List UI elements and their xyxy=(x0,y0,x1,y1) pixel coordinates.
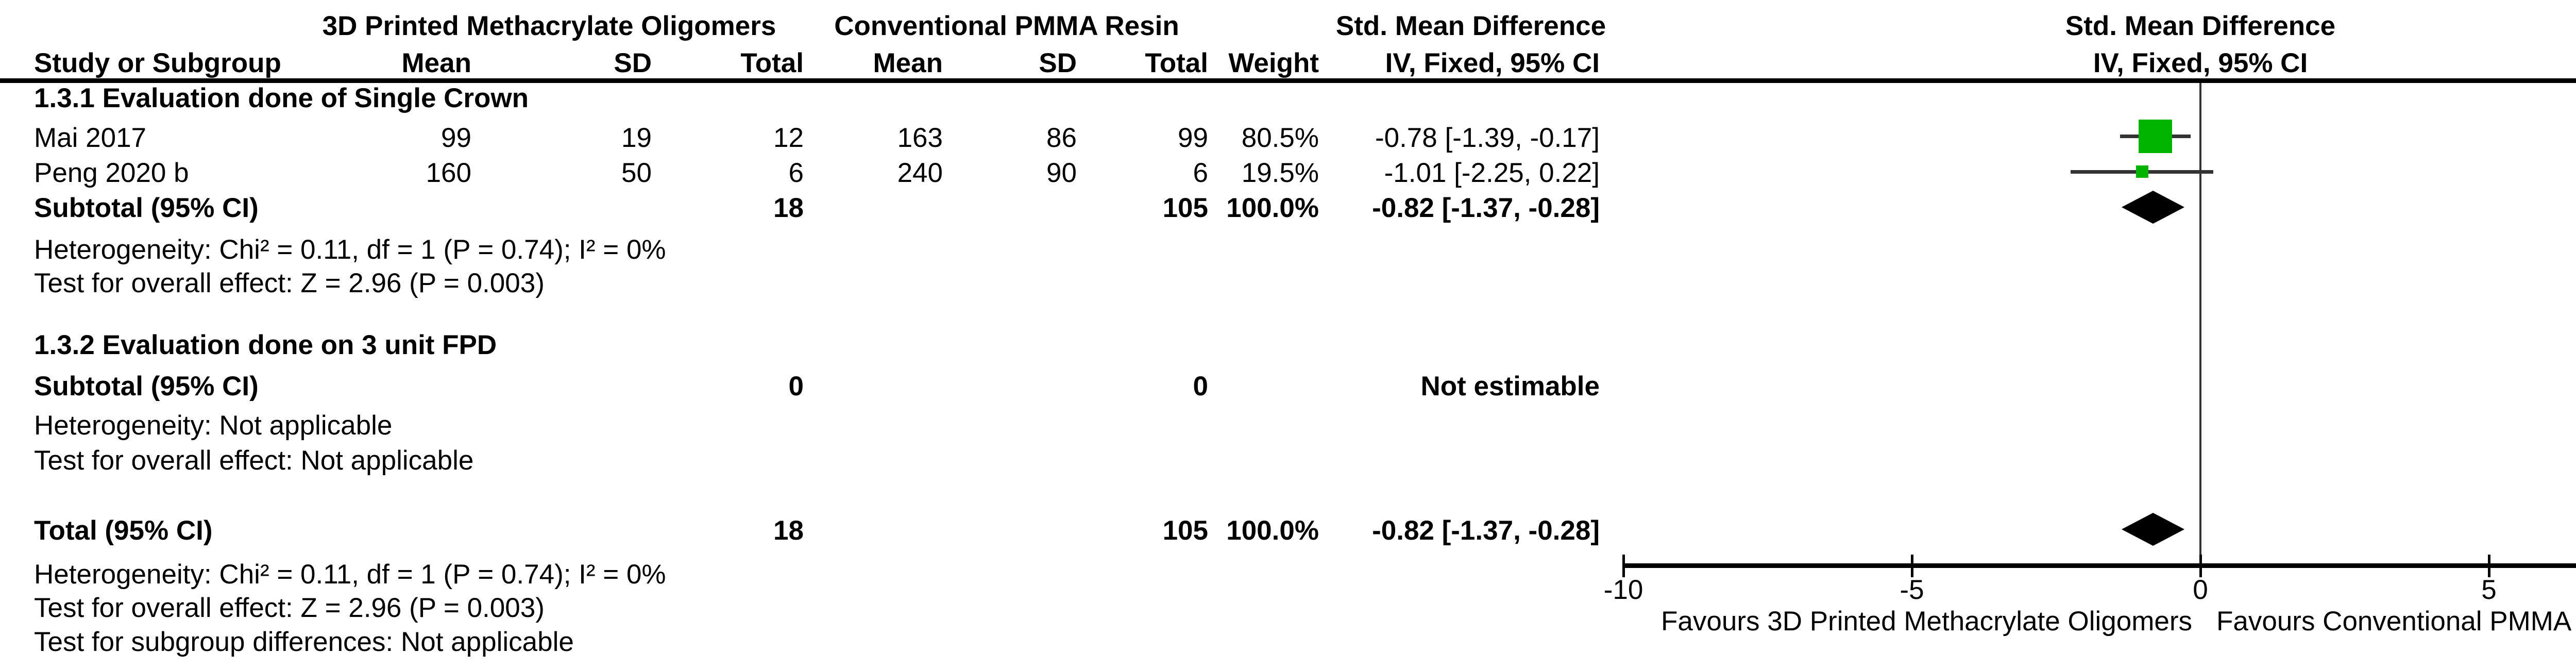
note-text: Test for subgroup differences: Not appli… xyxy=(34,627,574,657)
subtotal-row-132: Subtotal (95% CI) 0 0 Not estimable xyxy=(0,368,2576,405)
x-axis-tick xyxy=(2199,555,2202,577)
sd1-value: 50 xyxy=(621,158,652,188)
heterogeneity-note-total: Heterogeneity: Chi² = 0.11, df = 1 (P = … xyxy=(0,556,2576,593)
subtotal-row-131: Subtotal (95% CI) 18 105 100.0% -0.82 [-… xyxy=(0,190,2576,227)
favours-right-caption: Favours Conventional PMMA Resin xyxy=(2216,606,2576,637)
col-sd-2: SD xyxy=(1039,48,1077,78)
group1-header: 3D Printed Methacrylate Oligomers xyxy=(322,11,776,41)
plot-header-line2: IV, Fixed, 95% CI xyxy=(2093,48,2308,78)
total1-value: 0 xyxy=(788,371,804,402)
mean2-value: 240 xyxy=(897,158,943,188)
note-text: Test for overall effect: Z = 2.96 (P = 0… xyxy=(34,268,545,298)
weight-value: 19.5% xyxy=(1241,158,1319,188)
sd1-value: 19 xyxy=(621,123,652,153)
total2-value: 0 xyxy=(1193,371,1208,402)
summary-diamond xyxy=(2121,513,2184,546)
note-text: Heterogeneity: Chi² = 0.11, df = 1 (P = … xyxy=(34,559,666,590)
effect-header-line1: Std. Mean Difference xyxy=(1335,11,1606,41)
weight-value: 100.0% xyxy=(1226,193,1319,223)
total-label: Total (95% CI) xyxy=(34,515,213,546)
x-axis-tick-label: 0 xyxy=(2193,575,2208,605)
total2-value: 105 xyxy=(1162,193,1208,223)
col-mean-2: Mean xyxy=(873,48,943,78)
col-weight: Weight xyxy=(1228,48,1319,78)
weight-value: 80.5% xyxy=(1241,123,1319,153)
x-axis-tick xyxy=(1911,555,1913,577)
ci-value: Not estimable xyxy=(1420,371,1600,402)
x-axis-tick-label: 5 xyxy=(2481,575,2497,605)
col-total-1: Total xyxy=(740,48,804,78)
ci-value: -0.78 [-1.39, -0.17] xyxy=(1375,123,1600,153)
total-row: Total (95% CI) 18 105 100.0% -0.82 [-1.3… xyxy=(0,512,2576,549)
col-mean-1: Mean xyxy=(401,48,471,78)
sd2-value: 86 xyxy=(1046,123,1077,153)
mean1-value: 99 xyxy=(441,123,471,153)
study-marker-square xyxy=(2136,165,2148,178)
heterogeneity-note-132: Heterogeneity: Not applicable xyxy=(0,407,2576,444)
x-axis-line xyxy=(1622,563,2576,568)
heterogeneity-note-131: Heterogeneity: Chi² = 0.11, df = 1 (P = … xyxy=(0,231,2576,269)
col-total-2: Total xyxy=(1145,48,1208,78)
x-axis-tick xyxy=(2488,555,2490,577)
ci-value: -0.82 [-1.37, -0.28] xyxy=(1372,193,1600,223)
x-axis-tick xyxy=(1622,555,1625,577)
ci-value: -0.82 [-1.37, -0.28] xyxy=(1372,515,1600,546)
study-label: Mai 2017 xyxy=(34,123,147,153)
study-label: Peng 2020 b xyxy=(34,158,189,188)
col-study-or-subgroup: Study or Subgroup xyxy=(34,48,281,78)
overall-effect-note-131: Test for overall effect: Z = 2.96 (P = 0… xyxy=(0,265,2576,302)
subgroup-title-label: 1.3.2 Evaluation done on 3 unit FPD xyxy=(34,330,497,360)
subgroup-title-label: 1.3.1 Evaluation done of Single Crown xyxy=(34,83,529,113)
favours-left-caption: Favours 3D Printed Methacrylate Oligomer… xyxy=(1661,606,2192,637)
ci-value: -1.01 [-2.25, 0.22] xyxy=(1384,158,1600,188)
col-sd-1: SD xyxy=(614,48,652,78)
total1-value: 18 xyxy=(773,193,804,223)
total2-value: 6 xyxy=(1193,158,1208,188)
weight-value: 100.0% xyxy=(1226,515,1319,546)
note-text: Test for overall effect: Z = 2.96 (P = 0… xyxy=(34,593,545,623)
x-axis-tick-label: -5 xyxy=(1900,575,1924,605)
study-marker-square xyxy=(2139,119,2173,153)
total1-value: 6 xyxy=(788,158,804,188)
total1-value: 18 xyxy=(773,515,804,546)
sd2-value: 90 xyxy=(1046,158,1077,188)
group2-header: Conventional PMMA Resin xyxy=(834,11,1179,41)
col-ci: IV, Fixed, 95% CI xyxy=(1385,48,1600,78)
header-separator-rule xyxy=(0,78,2576,83)
column-header-row: Study or Subgroup Mean SD Total Mean SD … xyxy=(0,45,2576,82)
zero-effect-line xyxy=(2199,83,2201,564)
plot-header-line1: Std. Mean Difference xyxy=(2065,11,2336,41)
overall-effect-note-132: Test for overall effect: Not applicable xyxy=(0,442,2576,479)
overall-effect-note-total: Test for overall effect: Z = 2.96 (P = 0… xyxy=(0,590,2576,627)
x-axis-tick-label: -10 xyxy=(1603,575,1643,605)
total2-value: 105 xyxy=(1162,515,1208,546)
subtotal-label: Subtotal (95% CI) xyxy=(34,193,259,223)
note-text: Test for overall effect: Not applicable xyxy=(34,445,474,476)
subgroup-title-132: 1.3.2 Evaluation done on 3 unit FPD xyxy=(0,327,2576,364)
note-text: Heterogeneity: Not applicable xyxy=(34,410,393,441)
total1-value: 12 xyxy=(773,123,804,153)
summary-diamond xyxy=(2121,191,2184,224)
note-text: Heterogeneity: Chi² = 0.11, df = 1 (P = … xyxy=(34,235,666,265)
total2-value: 99 xyxy=(1178,123,1208,153)
subgroup-differences-note: Test for subgroup differences: Not appli… xyxy=(0,624,2576,661)
subgroup-title-131: 1.3.1 Evaluation done of Single Crown xyxy=(0,80,2576,117)
mean2-value: 163 xyxy=(897,123,943,153)
study-row-mai-2017: Mai 2017 99 19 12 163 86 99 80.5% -0.78 … xyxy=(0,120,2576,157)
mean1-value: 160 xyxy=(426,158,471,188)
study-row-peng-2020b: Peng 2020 b 160 50 6 240 90 6 19.5% -1.0… xyxy=(0,155,2576,192)
subtotal-label: Subtotal (95% CI) xyxy=(34,371,259,402)
